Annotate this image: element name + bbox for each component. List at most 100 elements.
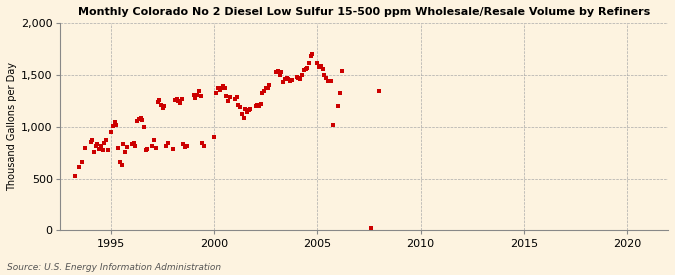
Point [195, 94, 206, 98]
Point [190, 96, 200, 100]
Point [374, 89, 385, 93]
Point [126, 142, 137, 147]
Point [142, 146, 153, 151]
Point [240, 107, 250, 111]
Point [90, 143, 101, 148]
Point [161, 143, 171, 148]
Point [97, 147, 108, 152]
Point [236, 112, 247, 117]
Point [211, 90, 221, 95]
Point [113, 145, 124, 150]
Point [262, 85, 273, 90]
Point [257, 90, 268, 95]
Point [324, 79, 335, 84]
Point [106, 130, 117, 134]
Point [74, 165, 84, 169]
Point [85, 140, 96, 145]
Point [264, 83, 275, 88]
Point [128, 141, 139, 146]
Point [138, 125, 149, 129]
Point [188, 93, 199, 97]
Point [254, 104, 265, 108]
Point [252, 103, 263, 107]
Point [274, 73, 285, 77]
Point [153, 100, 163, 104]
Point [302, 66, 313, 70]
Point [135, 115, 146, 120]
Point [230, 97, 240, 101]
Point [221, 94, 232, 98]
Point [147, 143, 158, 148]
Point [159, 104, 170, 108]
Point [198, 143, 209, 148]
Point [300, 67, 311, 71]
Point [298, 68, 309, 72]
Point [334, 90, 345, 95]
Point [365, 226, 376, 231]
Point [94, 146, 105, 151]
Point [163, 141, 173, 146]
Point [116, 163, 127, 167]
Point [148, 138, 159, 142]
Point [233, 103, 244, 107]
Point [314, 65, 325, 69]
Point [132, 119, 142, 123]
Point [232, 95, 242, 99]
Point [292, 75, 302, 79]
Point [312, 60, 323, 65]
Point [180, 144, 190, 149]
Point [167, 146, 178, 151]
Point [259, 89, 269, 93]
Point [92, 142, 103, 147]
Point [281, 76, 292, 80]
Point [245, 107, 256, 111]
Point [271, 70, 281, 74]
Point [80, 145, 91, 150]
Point [87, 138, 98, 142]
Point [194, 89, 205, 93]
Point [250, 104, 261, 108]
Point [115, 160, 126, 164]
Point [173, 99, 184, 103]
Point [70, 173, 80, 178]
Point [238, 115, 249, 120]
Point [307, 52, 318, 57]
Point [197, 141, 208, 146]
Point [296, 73, 307, 77]
Point [323, 79, 333, 84]
Point [224, 95, 235, 99]
Point [319, 73, 329, 77]
Point [192, 93, 202, 97]
Point [223, 99, 234, 103]
Point [118, 142, 129, 147]
Point [182, 143, 192, 148]
Point [305, 54, 316, 59]
Point [107, 124, 118, 128]
Point [273, 69, 284, 73]
Point [119, 150, 130, 154]
Point [171, 97, 182, 101]
Point [327, 123, 338, 127]
Point [133, 116, 144, 121]
Point [154, 98, 165, 102]
Point [255, 102, 266, 106]
Point [96, 143, 107, 148]
Point [157, 106, 168, 111]
Point [216, 85, 227, 90]
Point [326, 79, 337, 84]
Point [244, 108, 254, 112]
Point [279, 77, 290, 81]
Point [303, 60, 314, 65]
Point [178, 142, 189, 147]
Point [176, 97, 187, 101]
Point [235, 105, 246, 109]
Point [122, 144, 132, 149]
Point [156, 103, 167, 107]
Point [137, 117, 148, 122]
Title: Monthly Colorado No 2 Diesel Low Sulfur 15-500 ppm Wholesale/Resale Volume by Re: Monthly Colorado No 2 Diesel Low Sulfur … [78, 7, 650, 17]
Point [321, 76, 331, 80]
Y-axis label: Thousand Gallons per Day: Thousand Gallons per Day [7, 62, 17, 191]
Point [217, 84, 228, 89]
Point [209, 135, 220, 139]
Point [286, 78, 297, 82]
